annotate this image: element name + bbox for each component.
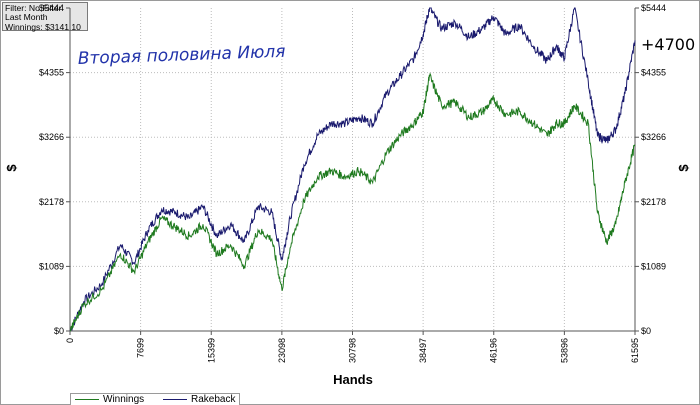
info-box: Filter: No Filter Last Month Winnings: $…	[2, 2, 88, 32]
x-tick-label: 46196	[489, 338, 499, 363]
y-tick-label-left: $3266	[39, 132, 64, 142]
period-label: Last Month	[5, 12, 48, 23]
y-axis-left-ticks: $0 $1089 $2178 $3266 $4355 $5444	[39, 3, 70, 336]
y-tick-label-right: $0	[641, 326, 651, 336]
x-tick-label: 7699	[136, 338, 146, 358]
y-axis-title-right: $	[676, 164, 691, 172]
x-tick-label: 61595	[630, 338, 640, 363]
y-tick-label-left: $0	[54, 326, 64, 336]
legend-item-winnings: Winnings	[75, 394, 144, 405]
y-tick-label-right: $2178	[641, 197, 666, 207]
y-tick-label-left: $4355	[39, 68, 64, 78]
legend-swatch-rakeback	[163, 399, 187, 400]
y-tick-label-left: $2178	[39, 197, 64, 207]
x-tick-label: 30798	[348, 338, 358, 363]
y-tick-label-right: $4355	[641, 68, 666, 78]
x-tick-label: 23098	[277, 338, 287, 363]
handwritten-note: Вторая половина Июля	[77, 42, 285, 69]
series-line-winnings	[69, 72, 636, 332]
x-tick-label: 0	[65, 338, 75, 343]
y-axis-title-left: $	[4, 164, 19, 172]
x-tick-label: 53896	[559, 338, 569, 363]
legend: Winnings Rakeback	[70, 393, 240, 405]
grid-lines	[70, 8, 635, 331]
x-axis-title: Hands	[333, 372, 373, 387]
x-axis-ticks: 0 7699 15399 23098 30798 38497 46196 53896 61595	[65, 331, 640, 363]
series-line-rakeback	[69, 7, 636, 332]
legend-item-rakeback: Rakeback	[163, 394, 235, 405]
legend-swatch-winnings	[75, 399, 99, 400]
y-tick-label-right: $3266	[641, 132, 666, 142]
x-tick-label: 15399	[206, 338, 216, 363]
series-lines	[69, 7, 636, 332]
filter-label: Filter: No Filter	[5, 3, 62, 13]
x-tick-label: 38497	[418, 338, 428, 363]
y-tick-label-right: $1089	[641, 261, 666, 271]
y-axis-right-ticks: $0 $1089 $2178 $3266 $4355 $5444	[635, 3, 666, 336]
y-tick-label-right: $5444	[641, 3, 666, 13]
winnings-total: Winnings: $3141.10	[5, 21, 81, 32]
handwritten-value: +4700	[641, 35, 695, 54]
y-tick-label-left: $5444	[39, 3, 64, 13]
legend-label-winnings: Winnings	[103, 394, 145, 405]
line-chart: $0 $1089 $2178 $3266 $4355 $5444 $0 $1089 $2178…	[4, 3, 695, 387]
y-tick-label-left: $1089	[39, 261, 64, 271]
legend-label-rakeback: Rakeback	[191, 394, 236, 405]
